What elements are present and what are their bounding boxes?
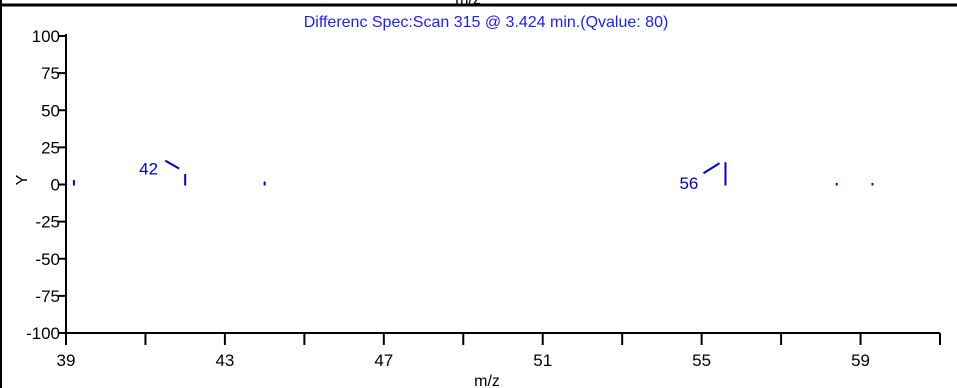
- peak-label: 42: [139, 160, 158, 179]
- peak-label: 56: [679, 174, 698, 193]
- chart-title: Differenc Spec:Scan 315 @ 3.424 min.(Qva…: [304, 14, 669, 31]
- y-tick-label: -100: [26, 324, 60, 343]
- x-tick-label: 59: [851, 351, 870, 370]
- x-tick-label: 47: [374, 351, 393, 370]
- y-axis-title: Y: [14, 174, 31, 185]
- y-tick-label: 75: [41, 64, 60, 83]
- x-tick-label: 51: [533, 351, 552, 370]
- y-tick-label: 0: [51, 176, 60, 195]
- x-tick-label: 39: [57, 351, 76, 370]
- annotation-leader: [702, 162, 721, 175]
- peaks: [72, 162, 874, 186]
- x-tick-label: 43: [215, 351, 234, 370]
- x-axis-title: m/z: [474, 373, 500, 388]
- peak-annotations: 42 56: [139, 159, 721, 193]
- annotation-leader: [164, 159, 180, 170]
- axes: 100 75 50 25 0 -25 -50 -75 -100 39 43 47 51 55 59: [26, 27, 941, 370]
- y-tick-label: -50: [35, 250, 60, 269]
- y-tick-label: -75: [35, 287, 60, 306]
- y-tick-label: 50: [41, 101, 60, 120]
- y-tick-label: 25: [41, 138, 60, 157]
- y-tick-label: -25: [35, 213, 60, 232]
- y-tick-label: 100: [32, 27, 60, 46]
- x-tick-label: 55: [692, 351, 711, 370]
- top-fragment-label: m/z: [455, 0, 481, 8]
